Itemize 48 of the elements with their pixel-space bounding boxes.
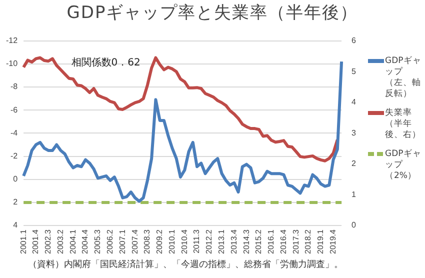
x-tick-label: 2010.4: [180, 228, 189, 254]
x-tick-label: 2012.2: [204, 228, 214, 254]
y-tick-label: -6: [10, 105, 18, 114]
x-tick-label: 2010.1: [167, 228, 176, 254]
y-tick-label: -2: [10, 151, 18, 160]
y-tick-label: 0: [13, 174, 18, 184]
x-tick-label: 2004.4: [80, 228, 90, 254]
x-tick-label: 2009.2: [155, 228, 164, 254]
x-tick-label: 2007.4: [130, 228, 140, 254]
x-tick-label: 2003.2: [56, 228, 65, 254]
x-tick-label: 2018.2: [304, 228, 313, 254]
x-tick-label: 2002.3: [44, 228, 53, 254]
x-tick-label: 2015.2: [254, 228, 264, 254]
y2-tick-label: 1: [352, 190, 357, 199]
y2-tick-label: 3: [352, 128, 357, 138]
x-tick-label: 2014.3: [242, 228, 251, 254]
x-tick-label: 2005.3: [93, 228, 102, 254]
y-tick-label: -8: [10, 82, 18, 92]
x-tick-label: 2004.1: [68, 228, 78, 254]
y-tick-label: -10: [6, 59, 18, 68]
y-tick-label: -12: [6, 36, 18, 46]
x-tick-label: 2008.3: [142, 228, 152, 254]
chart-title: GDPギャップ率と失業率（半年後）: [66, 2, 360, 25]
x-tick-label: 2001.1: [18, 228, 28, 254]
y2-tick-label: 0: [352, 220, 357, 230]
x-tick-label: 2019.1: [316, 228, 326, 254]
y-tick-label: 4: [13, 220, 18, 230]
x-tick-label: 2006.2: [105, 228, 114, 254]
annotation: 相関係数0．62: [71, 56, 140, 69]
y-tick-label: 2: [13, 198, 18, 207]
legend-label: GDPギャップ（左、軸反転）: [385, 56, 422, 100]
x-tick-label: 2019.4: [328, 228, 338, 254]
y2-tick-label: 5: [352, 66, 357, 76]
x-tick-label: 2007.1: [118, 228, 127, 254]
y-tick-label: -4: [10, 128, 18, 138]
legend-label: GDPギャップ（2%）: [385, 149, 422, 182]
x-tick-label: 2001.4: [31, 228, 40, 254]
x-tick-label: 2017.3: [291, 228, 300, 254]
x-tick-label: 2016.1: [266, 228, 276, 254]
x-tick-label: 2011.3: [192, 228, 202, 254]
x-tick-label: 2016.4: [278, 228, 288, 254]
legend-label: 失業率（半年後、右）: [385, 108, 422, 141]
x-tick-label: 2013.1: [216, 228, 226, 254]
y2-tick-label: 2: [352, 159, 357, 168]
y2-tick-label: 4: [352, 98, 357, 107]
x-tick-label: 2013.4: [229, 228, 238, 254]
text: （資料）内閣府「国民経済計算」、「今週の指標」、総務省「労働力調査」。: [27, 258, 344, 271]
y2-tick-label: 6: [352, 36, 357, 46]
